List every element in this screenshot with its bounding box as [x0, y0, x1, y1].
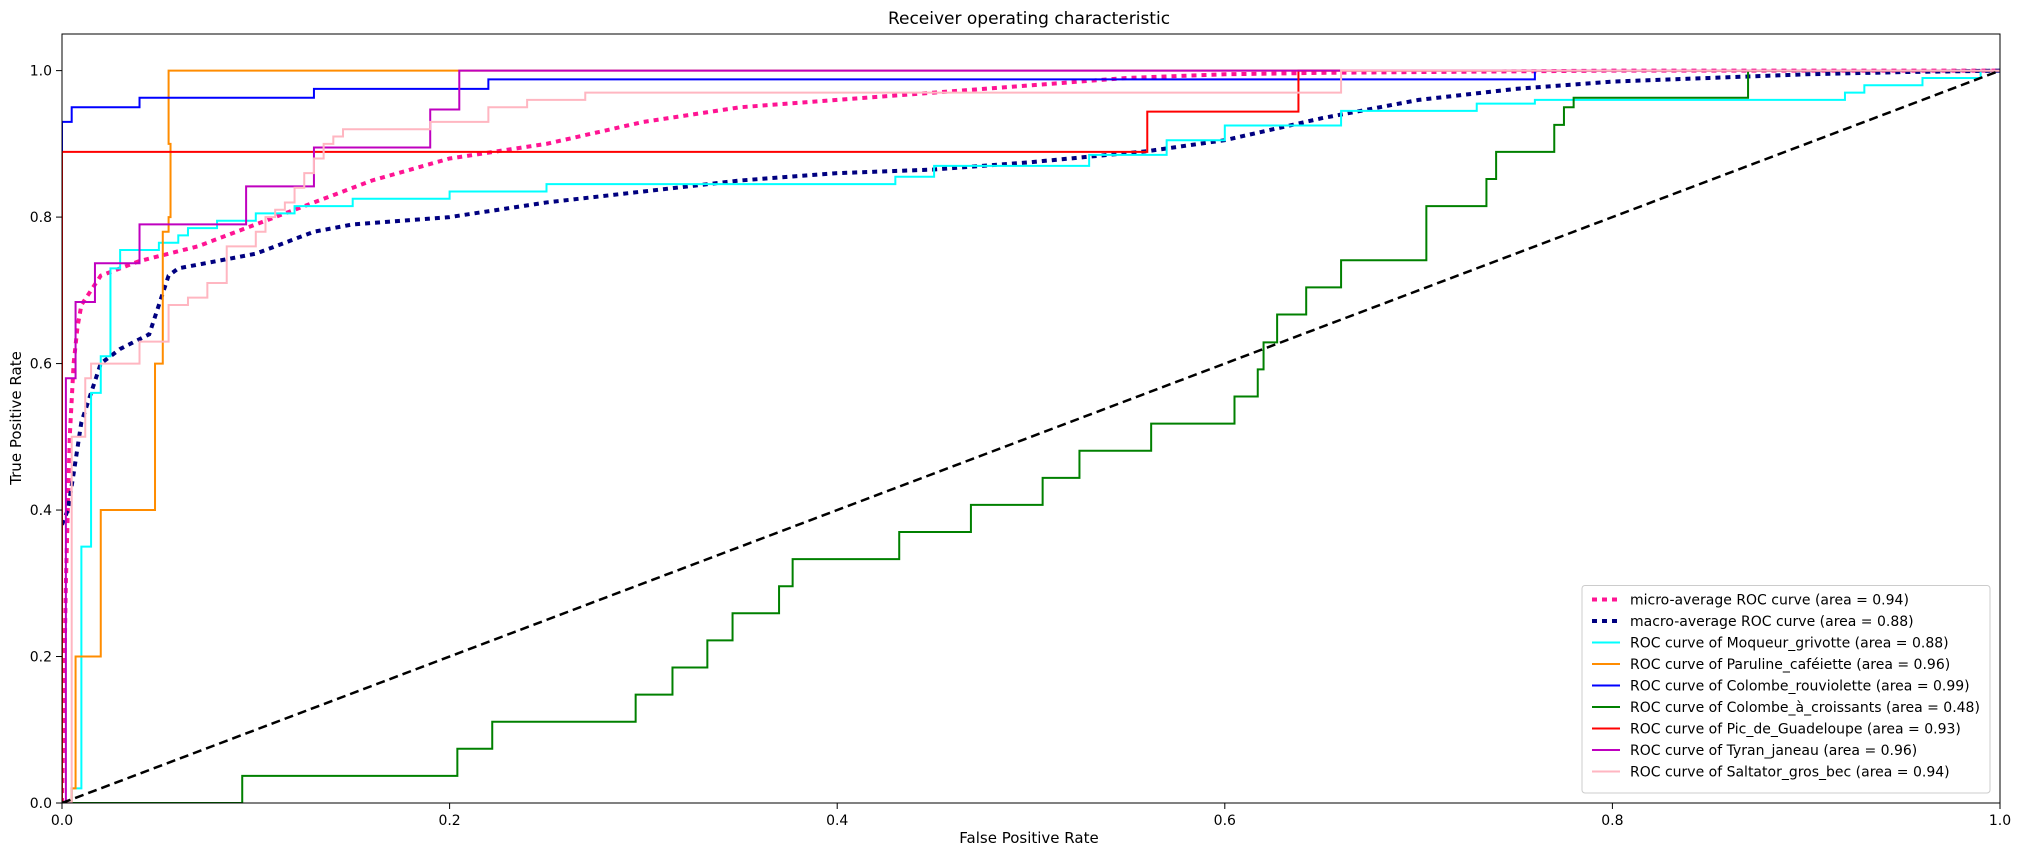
- series-line-8: [62, 69, 2000, 803]
- x-axis-label: False Positive Rate: [959, 829, 1098, 847]
- chart-title: Receiver operating characteristic: [888, 9, 1170, 29]
- series-line-4: [62, 69, 2000, 803]
- legend-label: macro-average ROC curve (area = 0.88): [1630, 614, 1914, 630]
- legend-label: ROC curve of Moqueur_grivotte (area = 0.…: [1630, 636, 1949, 652]
- series-line-3: [62, 69, 2000, 803]
- y-tick-label: 0.0: [30, 796, 52, 812]
- series-line-2: [62, 69, 2000, 803]
- legend-label: ROC curve of Colombe_à_croissants (area …: [1630, 700, 1980, 716]
- y-tick-label: 0.8: [30, 210, 52, 226]
- x-tick-label: 0.8: [1601, 813, 1623, 829]
- x-tick-label: 0.2: [438, 813, 460, 829]
- legend: micro-average ROC curve (area = 0.94) mac…: [1581, 585, 1991, 794]
- y-tick-label: 0.2: [30, 650, 52, 666]
- series-line-7: [62, 69, 2000, 803]
- y-tick-label: 1.0: [30, 64, 52, 80]
- y-axis-label: True Positive Rate: [7, 351, 25, 486]
- legend-label: ROC curve of Tyran_janeau (area = 0.96): [1630, 743, 1917, 759]
- legend-label: ROC curve of Saltator_gros_bec (area = 0…: [1630, 765, 1950, 781]
- legend-label: micro-average ROC curve (area = 0.94): [1630, 593, 1909, 609]
- legend-label: ROC curve of Paruline_caféiette (area = …: [1630, 657, 1950, 673]
- x-tick-label: 0.0: [51, 813, 73, 829]
- series-line-5: [62, 69, 2000, 803]
- series-line-0: [62, 68, 2000, 803]
- x-tick-label: 1.0: [1989, 813, 2011, 829]
- legend-label: ROC curve of Pic_de_Guadeloupe (area = 0…: [1630, 722, 1961, 738]
- legend-box: [1581, 585, 1991, 794]
- x-tick-label: 0.4: [826, 813, 848, 829]
- legend-label: ROC curve of Colombe_rouviolette (area =…: [1630, 679, 1970, 695]
- series-group: [62, 68, 2000, 803]
- plot-area: 0.0 0.2 0.4 0.6 0.8 1.0 0.0 0.2 0.4 0.6 0.8 1.0 micr…: [30, 33, 2011, 829]
- chance-diagonal-line: [62, 69, 2000, 803]
- y-tick-label: 0.6: [30, 357, 52, 373]
- x-tick-label: 0.6: [1214, 813, 1236, 829]
- y-tick-label: 0.4: [30, 503, 52, 519]
- series-line-1: [62, 68, 2000, 526]
- axes-frame: [61, 33, 2001, 804]
